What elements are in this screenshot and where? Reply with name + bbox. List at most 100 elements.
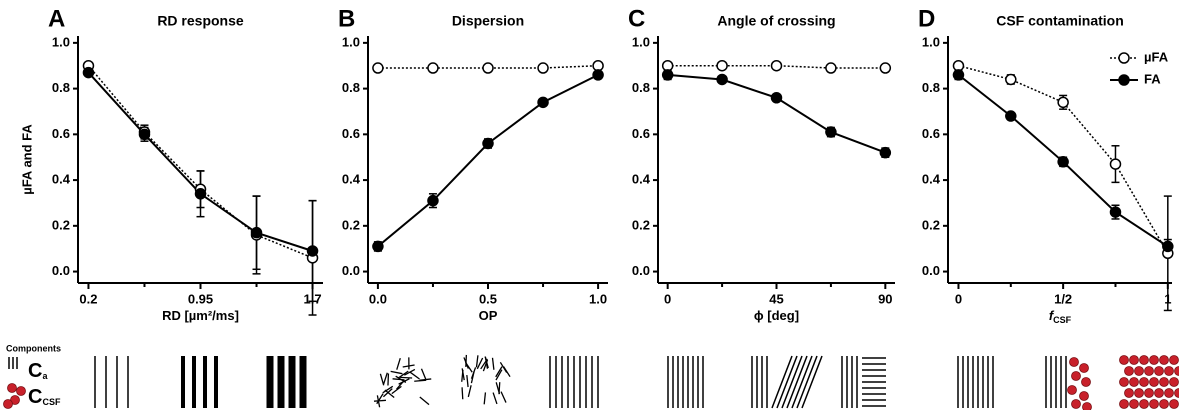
y-tick-label: 0.0 (632, 263, 650, 278)
csf-dot (1139, 377, 1149, 387)
marker (825, 62, 837, 74)
fiber (465, 354, 468, 367)
marker (770, 59, 783, 72)
fiber (384, 389, 395, 399)
fiber (491, 357, 495, 370)
csf-dot (1119, 377, 1129, 387)
fiber (476, 357, 484, 370)
csf-dot (1067, 385, 1077, 395)
csf-dot (1079, 391, 1089, 401)
marker (716, 59, 728, 72)
fiber (466, 374, 469, 388)
marker (952, 69, 965, 81)
marker (138, 128, 151, 141)
csf-dot (1169, 399, 1179, 409)
marker (194, 188, 207, 200)
legend-label: µFA (1144, 49, 1169, 64)
x-axis-label: fCSF (1049, 308, 1072, 325)
schematic-item: Ca (28, 360, 48, 382)
x-tick-label: 0 (955, 291, 962, 306)
fiber (781, 355, 803, 409)
fiber (484, 356, 489, 369)
csf-dot (1129, 399, 1139, 409)
csf-dot (16, 386, 26, 396)
csf-dot (1169, 377, 1179, 387)
csf-dot (1149, 355, 1159, 365)
x-axis-label-main: ϕ [deg] (754, 308, 799, 323)
y-tick-label: 0.4 (632, 172, 651, 187)
y-tick-label: 1.0 (52, 34, 70, 49)
marker (1057, 96, 1069, 109)
panel-letter: A (48, 5, 65, 32)
marker (537, 62, 549, 74)
y-tick-label: 0.4 (922, 172, 941, 187)
csf-dot (1134, 366, 1144, 376)
schematic-title: Components (6, 343, 61, 353)
y-tick-label: 0.6 (342, 126, 360, 141)
x-tick-label: 0.5 (479, 291, 497, 306)
chart-title: CSF contamination (996, 13, 1124, 29)
fiber (461, 369, 464, 382)
fiber (402, 364, 415, 368)
legend-marker (1118, 52, 1130, 64)
x-tick-label: 0 (664, 291, 671, 306)
fiber (495, 369, 503, 381)
y-tick-label: 0.2 (922, 217, 940, 232)
fiber (495, 366, 503, 378)
fiber (467, 385, 472, 398)
fiber (499, 361, 508, 373)
marker (661, 69, 674, 81)
series-line (377, 64, 599, 69)
chart-title: Dispersion (452, 13, 524, 29)
fiber (400, 376, 413, 379)
y-tick-label: 0.8 (52, 80, 70, 95)
marker (372, 62, 384, 74)
series-line (958, 64, 1169, 254)
csf-dot (1119, 355, 1129, 365)
csf-dot (1159, 377, 1169, 387)
chart-title: RD response (157, 13, 244, 29)
fiber (373, 399, 387, 402)
y-tick-label: 0.8 (342, 80, 360, 95)
y-tick-label: 0.0 (52, 263, 70, 278)
marker (1109, 158, 1122, 170)
fiber (500, 391, 507, 403)
csf-dot (1119, 399, 1129, 409)
csf-dot (1081, 377, 1091, 387)
series-line (667, 73, 886, 154)
marker (1005, 73, 1017, 86)
x-tick-label: 0.2 (79, 291, 97, 306)
fiber (786, 355, 808, 409)
series-line (87, 71, 313, 252)
csf-dot (1139, 355, 1149, 365)
panel-letter: C (628, 5, 645, 32)
marker (1109, 206, 1122, 218)
csf-dot (7, 383, 17, 393)
csf-dot (1129, 355, 1139, 365)
y-tick-label: 1.0 (342, 34, 360, 49)
csf-dot (1071, 371, 1081, 381)
marker (879, 62, 892, 74)
csf-dot (1082, 402, 1092, 410)
marker (306, 245, 319, 257)
marker (250, 226, 263, 239)
csf-dot (1159, 355, 1169, 365)
csf-dot (1149, 377, 1159, 387)
csf-dot (1164, 388, 1174, 398)
csf-dot (1069, 357, 1079, 367)
fiber (419, 396, 430, 406)
csf-dot (1079, 363, 1089, 373)
fiber (392, 378, 405, 381)
csf-dot (1134, 388, 1144, 398)
x-axis-label-main: OP (479, 308, 498, 323)
marker (372, 240, 384, 253)
schematic-sub: CSF (42, 397, 61, 407)
fiber (791, 355, 813, 409)
csf-dot (1174, 366, 1179, 376)
y-tick-label: 0.2 (52, 217, 70, 232)
fiber (391, 385, 402, 395)
x-axis-label-main: RD [µm²/ms] (162, 308, 239, 323)
x-axis-label: OP (479, 308, 498, 323)
chart-title: Angle of crossing (717, 13, 835, 29)
